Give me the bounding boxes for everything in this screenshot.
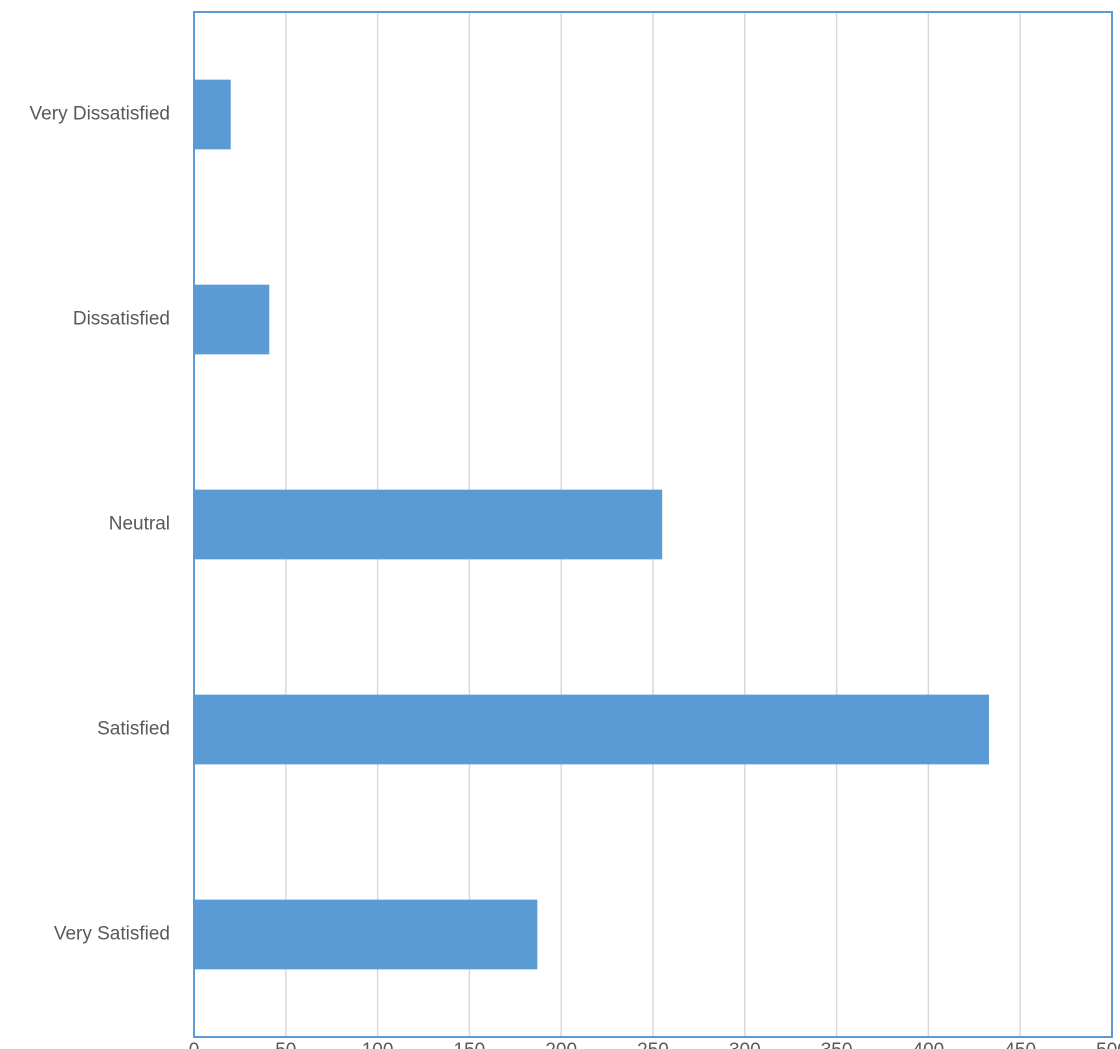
bar-very-dissatisfied <box>194 79 231 150</box>
bar-neutral <box>194 489 663 560</box>
x-tick-label-100: 100 <box>362 1040 394 1049</box>
x-tick-label-200: 200 <box>545 1040 577 1049</box>
x-tick-label-300: 300 <box>729 1040 761 1049</box>
bar-dissatisfied <box>194 284 270 355</box>
x-tick-label-150: 150 <box>454 1040 486 1049</box>
x-tick-label-50: 50 <box>275 1040 296 1049</box>
category-label-very-satisfied: Very Satisfied <box>54 924 170 945</box>
category-label-very-dissatisfied: Very Dissatisfied <box>30 104 170 125</box>
bar-very-satisfied <box>194 899 538 970</box>
category-axis-labels: Very Dissatisfied Dissatisfied Neutral Sati… <box>30 104 170 945</box>
plot-area-border <box>193 11 1113 1038</box>
category-label-dissatisfied: Dissatisfied <box>73 309 170 330</box>
x-tick-label-500: 500 <box>1096 1040 1120 1049</box>
bar-satisfied <box>194 694 989 765</box>
x-tick-label-0: 0 <box>189 1040 200 1049</box>
x-tick-label-450: 450 <box>1004 1040 1036 1049</box>
bars <box>194 79 989 970</box>
category-label-satisfied: Satisfied <box>97 719 170 740</box>
x-tick-label-400: 400 <box>913 1040 945 1049</box>
x-tick-label-250: 250 <box>637 1040 669 1049</box>
value-axis-labels: 0 50 100 150 200 250 300 350 400 450 500 <box>189 1040 1120 1049</box>
x-tick-label-350: 350 <box>821 1040 853 1049</box>
category-label-neutral: Neutral <box>109 514 170 535</box>
